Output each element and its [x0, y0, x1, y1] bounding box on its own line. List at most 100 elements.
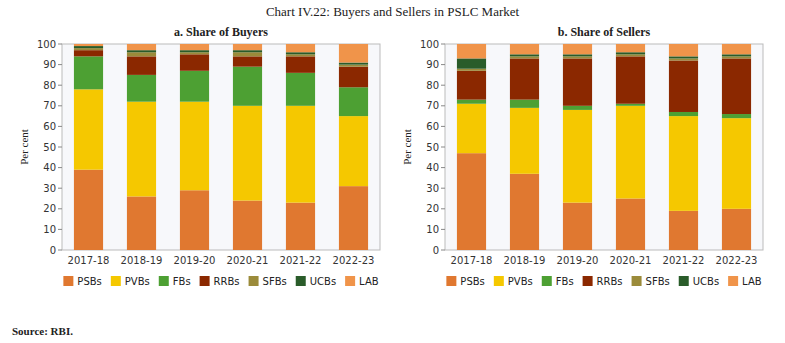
y-tick-label: 70: [43, 100, 56, 111]
bar: [616, 199, 645, 251]
bar: [722, 118, 751, 209]
bar: [74, 44, 103, 46]
legend-item: PSBs: [63, 276, 101, 287]
y-tick-label: 10: [426, 224, 439, 235]
y-axis-label: Per cent: [18, 129, 30, 165]
x-tick-label: 2022-23: [333, 255, 375, 266]
x-tick-label: 2021-22: [663, 255, 705, 266]
y-tick: [441, 64, 445, 65]
y-tick: [58, 208, 62, 209]
bar: [616, 106, 645, 199]
y-tick-label: 10: [43, 224, 56, 235]
y-tick: [441, 229, 445, 230]
x-tick-label: 2019-20: [174, 255, 216, 266]
bar: [616, 104, 645, 106]
bar: [510, 58, 539, 99]
y-tick: [441, 105, 445, 106]
bar: [510, 56, 539, 58]
legend-item: LAB: [345, 276, 379, 287]
legend-swatch: [249, 276, 259, 286]
bar: [233, 50, 262, 52]
bar: [286, 106, 315, 203]
y-tick-label: 20: [426, 203, 439, 214]
legend-item: PVBs: [111, 276, 150, 287]
bar: [669, 211, 698, 250]
bar: [457, 104, 486, 153]
y-tick: [58, 229, 62, 230]
bar: [669, 60, 698, 111]
legend-swatch: [494, 276, 504, 286]
bar: [616, 44, 645, 52]
bar: [74, 89, 103, 169]
panel: a. Share of Buyers0102030405060708090100…: [18, 25, 380, 287]
bar: [722, 114, 751, 118]
y-tick-label: 0: [50, 245, 56, 256]
legend: PSBsPVBsFBsRRBsSFBsUCBsLAB: [446, 276, 761, 287]
bar: [127, 75, 156, 102]
legend-item: UCBs: [296, 276, 336, 287]
y-tick-label: 90: [426, 59, 439, 70]
bar: [74, 50, 103, 56]
legend-swatch: [632, 276, 642, 286]
y-tick: [441, 147, 445, 148]
bar: [563, 106, 592, 110]
bar: [127, 52, 156, 56]
plot-area: [62, 44, 380, 250]
bar: [180, 190, 209, 250]
bar: [457, 44, 486, 58]
y-tick: [441, 208, 445, 209]
y-tick-label: 100: [37, 39, 56, 50]
bar: [74, 46, 103, 48]
x-tick-label: 2018-19: [504, 255, 546, 266]
y-tick: [441, 126, 445, 127]
bar: [722, 209, 751, 250]
bar: [510, 100, 539, 108]
subplot-title: a. Share of Buyers: [174, 25, 268, 39]
x-tick-label: 2019-20: [557, 255, 599, 266]
bar: [286, 203, 315, 250]
bar: [722, 58, 751, 114]
bar: [127, 56, 156, 75]
y-tick-label: 50: [43, 142, 56, 153]
bar: [510, 44, 539, 54]
legend-label: PVBs: [508, 276, 533, 287]
bar: [127, 50, 156, 52]
y-tick-label: 50: [426, 142, 439, 153]
legend-item: FBs: [159, 276, 191, 287]
y-tick: [441, 250, 445, 251]
y-tick-label: 60: [426, 121, 439, 132]
legend-swatch: [200, 276, 210, 286]
legend-label: PSBs: [460, 276, 484, 287]
legend-swatch: [296, 276, 306, 286]
bar: [339, 63, 368, 65]
bar: [457, 100, 486, 104]
bar: [74, 56, 103, 89]
x-tick-label: 2017-18: [68, 255, 110, 266]
bar: [127, 102, 156, 197]
bar: [233, 106, 262, 201]
legend-swatch: [728, 276, 738, 286]
bar: [233, 52, 262, 56]
legend-item: UCBs: [679, 276, 719, 287]
bar: [127, 196, 156, 250]
bar: [180, 54, 209, 70]
bar: [669, 58, 698, 60]
x-tick-label: 2017-18: [451, 255, 493, 266]
legend: PSBsPVBsFBsRRBsSFBsUCBsLAB: [63, 276, 378, 287]
bar: [180, 102, 209, 191]
bar: [127, 44, 156, 50]
legend-item: SFBs: [632, 276, 670, 287]
x-tick-label: 2020-21: [610, 255, 652, 266]
x-tick-label: 2021-22: [280, 255, 322, 266]
bar: [286, 44, 315, 52]
legend-label: LAB: [359, 276, 379, 287]
bar: [339, 67, 368, 88]
legend-label: PVBs: [125, 276, 150, 287]
bar: [669, 44, 698, 56]
legend-label: RRBs: [214, 276, 240, 287]
bar: [339, 65, 368, 67]
bar: [457, 71, 486, 100]
bar: [669, 56, 698, 58]
bar: [616, 52, 645, 54]
legend-swatch: [542, 276, 552, 286]
